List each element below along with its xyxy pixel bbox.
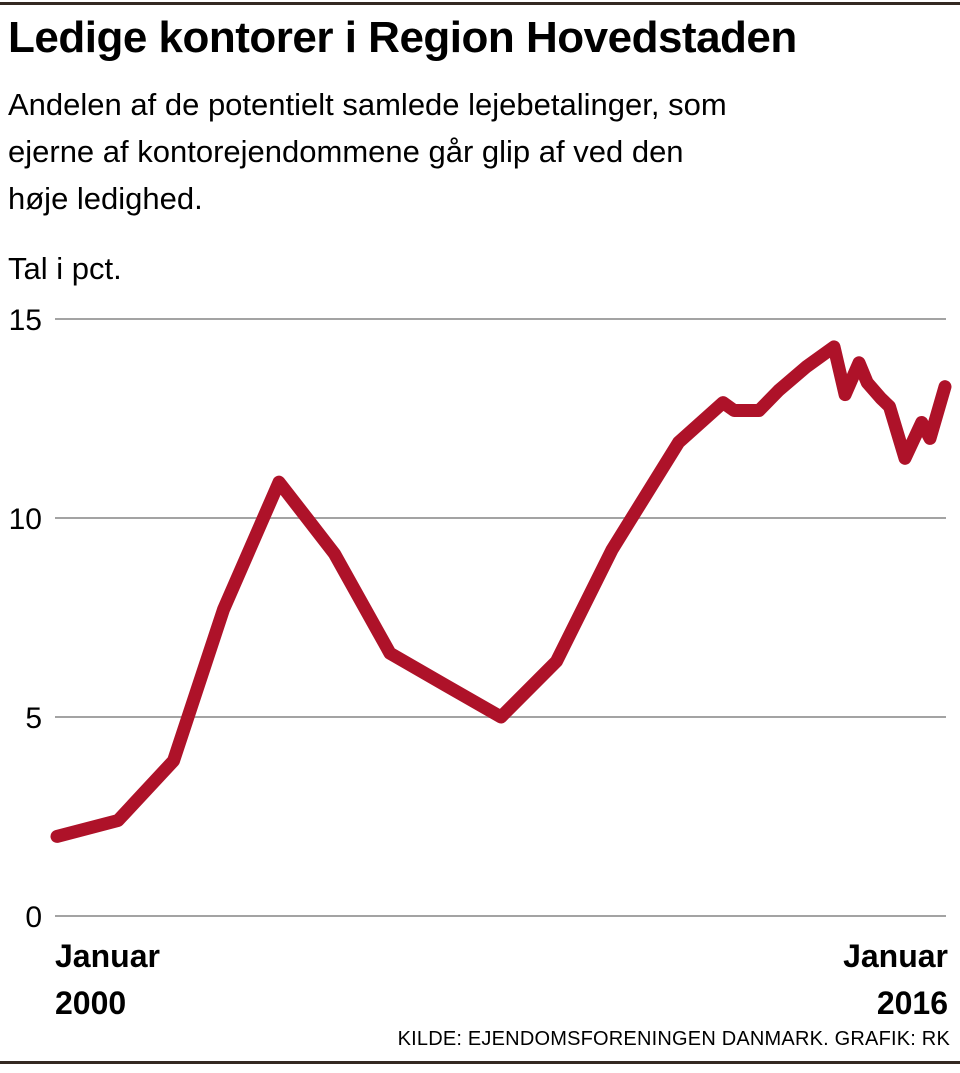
y-axis-tick-label: 15 [8, 304, 42, 337]
x-axis-label-month: Januar [843, 938, 948, 974]
subtitle-line: ejerne af kontorejendommene går glip af … [8, 134, 684, 169]
top-border [0, 2, 960, 5]
vacancy-rate-line [50, 340, 952, 843]
x-axis-label-end: Januar 2016 [843, 933, 948, 1027]
y-axis-tick-label: 5 [25, 702, 42, 735]
subtitle-line: høje ledighed. [8, 181, 203, 216]
unit-label: Tal i pct. [8, 251, 122, 286]
x-axis-label-year: 2000 [55, 985, 127, 1021]
source-credit: KILDE: EJENDOMSFORENINGEN DANMARK. GRAFI… [397, 1028, 950, 1050]
subtitle-line: Andelen af de potentielt samlede lejebet… [8, 87, 727, 122]
y-axis-tick-label: 10 [8, 503, 42, 536]
x-axis-label-month: Januar [55, 938, 160, 974]
page-title: Ledige kontorer i Region Hovedstaden [8, 13, 797, 62]
y-axis-tick-label: 0 [25, 901, 42, 934]
x-axis-label-year: 2016 [876, 985, 948, 1021]
chart-subtitle: Andelen af de potentielt samlede lejebet… [8, 81, 727, 222]
bottom-border [0, 1061, 960, 1064]
x-axis-label-start: Januar 2000 [55, 933, 160, 1027]
